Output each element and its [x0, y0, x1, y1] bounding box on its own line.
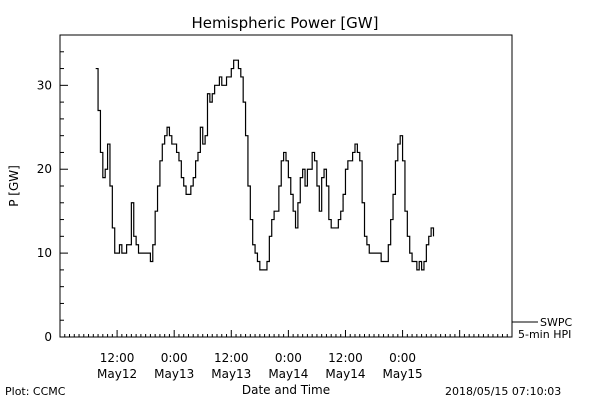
x-tick-label-date: May12 [97, 367, 137, 381]
y-tick-label: 20 [37, 162, 52, 176]
x-axis-label: Date and Time [242, 383, 330, 397]
x-axis: 12:00 May12 0:00 May13 12:00 May13 0:00 May14 12… [59, 330, 513, 381]
x-tick-label-date: May14 [268, 367, 308, 381]
legend-label-swpc: SWPC [540, 316, 572, 329]
x-tick-label-time: 12:00 [100, 351, 135, 365]
x-tick-label-date: May13 [211, 367, 251, 381]
x-tick-label-time: 12:00 [214, 351, 249, 365]
x-tick-label-time: 0:00 [275, 351, 302, 365]
x-tick-label-time: 0:00 [389, 351, 416, 365]
y-tick-label: 10 [37, 246, 52, 260]
y-tick-label: 0 [44, 330, 52, 344]
series-layer [95, 59, 435, 271]
x-tick-label-date: May14 [325, 367, 365, 381]
legend: SWPC 5-min HPI [512, 316, 572, 341]
legend-label-hpi: 5-min HPI [518, 328, 571, 341]
x-tick-label-time: 0:00 [161, 351, 188, 365]
y-axis-label: P [GW] [7, 165, 21, 207]
series-line [95, 59, 435, 271]
x-tick-label-date: May13 [154, 367, 194, 381]
x-tick-label-date: May15 [383, 367, 423, 381]
plot-frame [59, 34, 513, 338]
chart-title: Hemispheric Power [GW] [192, 14, 379, 32]
footer-timestamp: 2018/05/15 07:10:03 [445, 385, 561, 398]
footer-plot-source: Plot: CCMC [5, 385, 66, 398]
y-tick-label: 30 [37, 78, 52, 92]
x-tick-label-time: 12:00 [328, 351, 363, 365]
y-axis: 0 10 20 30 [37, 34, 68, 344]
